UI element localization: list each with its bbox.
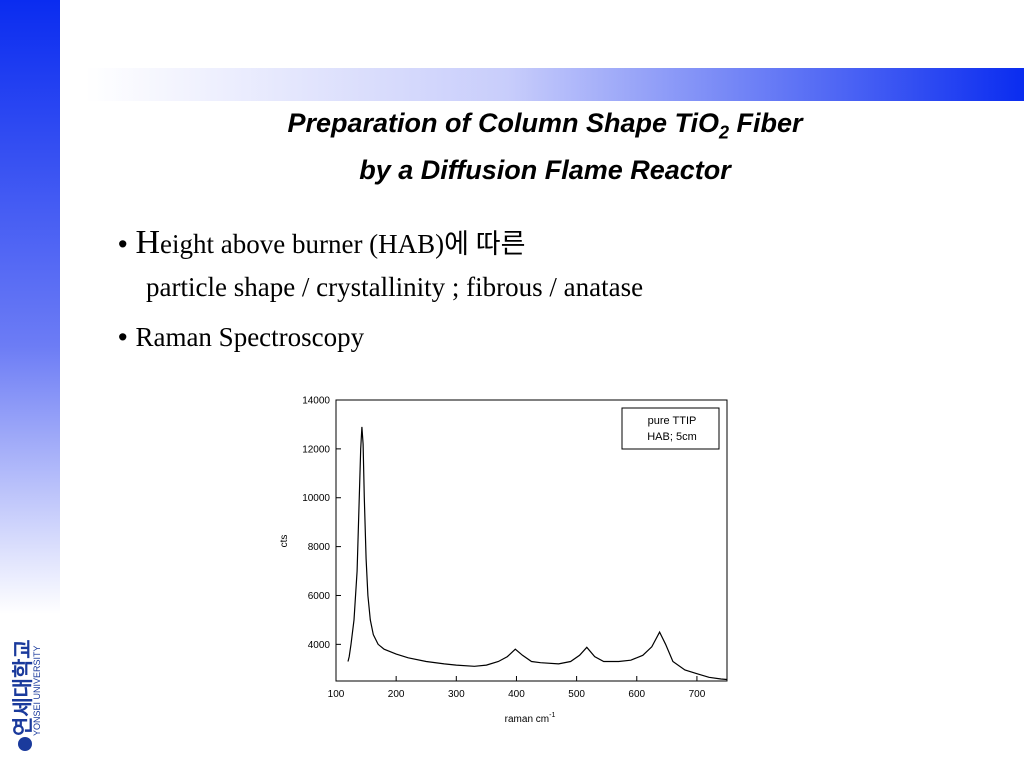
title-sub: 2 bbox=[719, 122, 730, 143]
x-axis-label-text: raman cm bbox=[505, 714, 549, 725]
y-tick-label: 14000 bbox=[302, 396, 330, 407]
bullet-initial: H bbox=[135, 224, 161, 261]
plot-frame bbox=[335, 399, 728, 682]
bullet-text: Raman Spectroscopy bbox=[118, 322, 364, 353]
y-tick-label: 6000 bbox=[308, 591, 331, 602]
title-text: by a Diffusion Flame Reactor bbox=[359, 155, 731, 186]
x-tick-label: 700 bbox=[689, 689, 706, 700]
header-band bbox=[85, 68, 1024, 101]
x-tick-label: 300 bbox=[448, 689, 465, 700]
title: Preparation of Column Shape TiO2 Fiber b… bbox=[0, 104, 1024, 189]
bullet-text: eight above burner (HAB)에 따른 bbox=[160, 229, 526, 259]
x-tick-label: 200 bbox=[388, 689, 405, 700]
logo-english: YONSEI UNIVERSITY bbox=[32, 645, 42, 736]
bullet: Height above burner (HAB)에 따른 bbox=[118, 222, 525, 262]
y-axis-label: cts bbox=[279, 535, 290, 548]
y-tick-label: 12000 bbox=[302, 444, 330, 455]
legend-box bbox=[621, 407, 720, 450]
x-axis-label: raman cm-1 bbox=[505, 712, 556, 725]
series-line bbox=[347, 426, 728, 681]
x-tick-label: 600 bbox=[628, 689, 645, 700]
y-tick-label: 8000 bbox=[308, 542, 331, 553]
x-tick-label: 500 bbox=[568, 689, 585, 700]
logo-emblem bbox=[18, 737, 32, 751]
x-tick-label: 100 bbox=[328, 689, 345, 700]
sidebar bbox=[0, 0, 60, 768]
y-tick-label: 10000 bbox=[302, 493, 330, 504]
y-tick-label: 4000 bbox=[308, 640, 331, 651]
logo-korean: 연세대학교 bbox=[12, 639, 35, 736]
legend-entry: pure TTIP bbox=[648, 415, 697, 427]
annotation: HAB; 5cm bbox=[647, 431, 697, 443]
x-axis-label-sup: -1 bbox=[549, 712, 555, 719]
bullet-subtext: particle shape / crystallinity ; fibrous… bbox=[146, 272, 644, 302]
logo: 연세대학교 YONSEI UNIVERSITY bbox=[12, 639, 42, 751]
title-text: Fiber bbox=[729, 108, 803, 138]
title-text: Preparation of Column Shape TiO bbox=[287, 108, 720, 138]
x-tick-label: 400 bbox=[508, 689, 525, 700]
